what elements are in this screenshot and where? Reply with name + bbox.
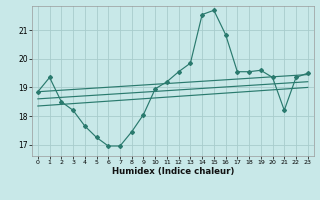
- X-axis label: Humidex (Indice chaleur): Humidex (Indice chaleur): [112, 167, 234, 176]
